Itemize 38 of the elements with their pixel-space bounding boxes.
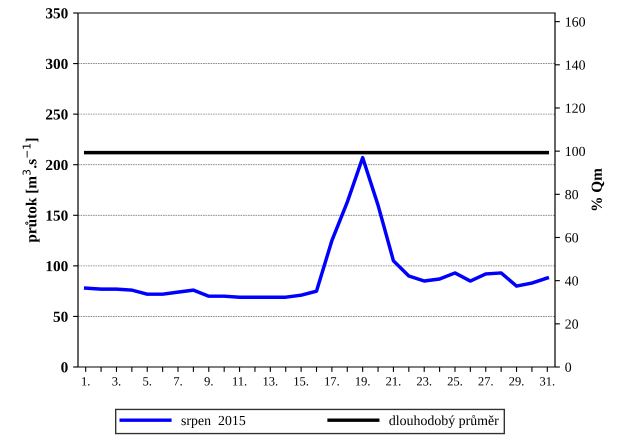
y2-tick-label: 40	[564, 276, 578, 286]
x-tick-label: 5.	[143, 377, 152, 386]
legend-label: srpen 2015	[182, 416, 246, 428]
y-tick-label: 0	[61, 362, 68, 372]
y2-tick-label: 20	[565, 319, 578, 329]
x-tick-label: 19.	[356, 377, 370, 386]
y2-tick-label: 60	[565, 233, 578, 242]
y-tick-label: 100	[46, 261, 68, 272]
x-tick-label: 3.	[112, 377, 120, 386]
y2-tick-label: 160	[566, 17, 586, 27]
y-tick-label: 200	[46, 160, 68, 170]
y2-axis-title: % Qm	[592, 168, 604, 210]
y-tick-label: 50	[54, 312, 68, 322]
y-tick-label: 250	[46, 109, 68, 120]
x-tick-label: 15.	[294, 377, 308, 386]
x-tick-label: 27.	[478, 377, 493, 386]
y2-tick-label: 120	[566, 104, 586, 113]
x-tick-label: 23.	[416, 377, 432, 386]
x-tick-label: 25.	[448, 377, 462, 386]
x-tick-label: 9.	[204, 377, 213, 386]
x-tick-label: 29.	[509, 377, 524, 386]
x-tick-label: 1.	[82, 377, 90, 386]
x-tick-label: 7.	[174, 377, 182, 386]
y-tick-label: 300	[46, 58, 68, 70]
y2-tick-label: 80	[565, 190, 578, 200]
x-tick-label: 13.	[264, 377, 278, 386]
x-tick-label: 31.	[540, 377, 554, 386]
legend-label: dlouhodobý průměr	[389, 414, 499, 428]
y-tick-label: 150	[46, 210, 68, 221]
line-series	[84, 156, 550, 299]
y-tick-label: 350	[46, 8, 68, 18]
x-tick-label: 21.	[386, 377, 400, 386]
y-axis-title: průtok [m$^{3}$.s$^{−1}$]	[22, 138, 40, 242]
y2-tick-label: 0	[565, 362, 572, 372]
y2-tick-label: 100	[566, 146, 586, 156]
x-tick-label: 11.	[233, 377, 246, 386]
y2-tick-label: 140	[566, 60, 586, 70]
x-tick-label: 17.	[325, 377, 339, 386]
